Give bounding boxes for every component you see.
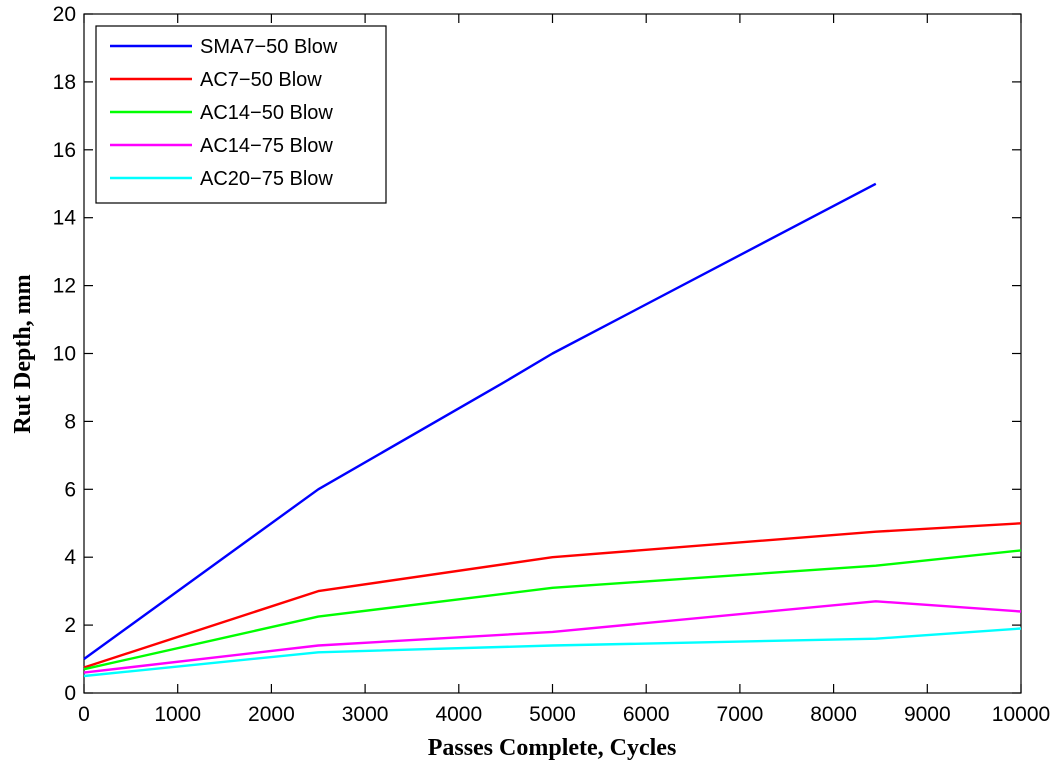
y-tick-label-0: 0: [64, 682, 76, 705]
y-tick-label-6: 12: [53, 275, 76, 298]
y-axis-title: Rut Depth, mm: [10, 274, 36, 433]
series-layer: [83, 182, 1022, 678]
legend-label-1: AC7−50 Blow: [200, 69, 322, 91]
legend-label-2: AC14−50 Blow: [200, 102, 333, 124]
legend-label-0: SMA7−50 Blow: [200, 36, 338, 58]
legend-box: [95, 25, 387, 204]
series-line-4: [83, 627, 1022, 678]
x-tick-label-8: 8000: [810, 703, 857, 726]
series-line-1: [83, 522, 1022, 669]
legend-label-4: AC20−75 Blow: [200, 168, 333, 190]
y-tick-label-7: 14: [53, 207, 77, 230]
y-tick-label-8: 16: [53, 139, 76, 162]
y-tick-label-5: 10: [53, 343, 76, 366]
series-line-0: [83, 182, 877, 660]
series-line-2: [83, 549, 1022, 671]
x-tick-label-0: 0: [78, 703, 90, 726]
x-tick-label-1: 1000: [154, 703, 201, 726]
x-tick-label-3: 3000: [342, 703, 389, 726]
legend-label-3: AC14−75 Blow: [200, 135, 333, 157]
x-axis-title: Passes Complete, Cycles: [428, 735, 677, 761]
x-tick-label-2: 2000: [248, 703, 295, 726]
y-tick-label-2: 4: [64, 546, 76, 569]
y-tick-label-1: 2: [64, 614, 76, 637]
legend: SMA7−50 Blow AC7−50 Blow AC14−50 Blow AC14−…: [95, 25, 387, 204]
x-tick-label-7: 7000: [717, 703, 764, 726]
x-tick-label-10: 10000: [992, 703, 1050, 726]
x-tick-label-4: 4000: [435, 703, 482, 726]
y-tick-label-4: 8: [64, 410, 76, 433]
y-tick-label-10: 20: [53, 3, 76, 26]
x-tick-label-9: 9000: [904, 703, 951, 726]
series-line-3: [83, 600, 1022, 674]
y-tick-label-3: 6: [64, 478, 76, 501]
x-tick-label-6: 6000: [623, 703, 670, 726]
x-tick-label-5: 5000: [529, 703, 576, 726]
y-tick-label-9: 18: [53, 71, 76, 94]
axis-layer: 0 1000 2000 3000 4000 5000 6000 7000 8000 9000 100…: [53, 3, 1051, 726]
